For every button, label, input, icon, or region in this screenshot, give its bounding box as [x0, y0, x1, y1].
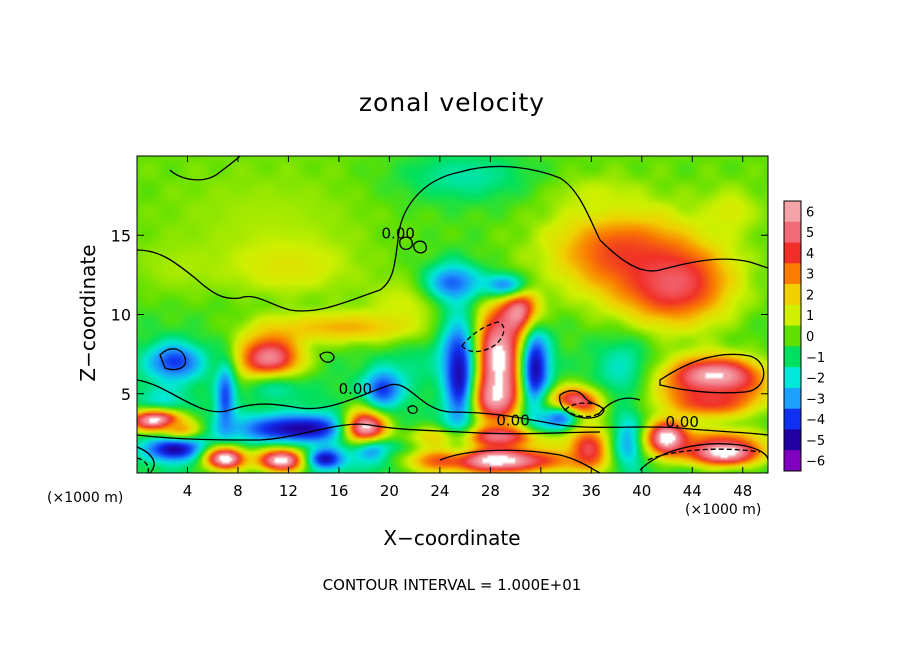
colorbar-label: 1 [806, 309, 814, 324]
contour-label: 0.00 [339, 380, 372, 398]
colorbar: 6 5 4 3 2 1 0 −1 −2 −3 −4 −5 −6 [783, 200, 825, 472]
x-unit-label-left: (×1000 m) [47, 490, 124, 506]
colorbar-swatch [784, 221, 801, 244]
colorbar-swatch [784, 201, 801, 223]
colorbar-label: 0 [806, 330, 814, 345]
colorbar-swatch [784, 408, 801, 430]
contour-bottom-dashed [647, 448, 761, 461]
contour-label: 0.00 [665, 413, 698, 431]
x-tick-label: 4 [183, 482, 193, 500]
x-tick-label: 12 [279, 482, 298, 500]
colorbar-swatch [784, 304, 801, 327]
zero-contour-lower [137, 423, 601, 441]
colorbar-label: −1 [806, 351, 825, 366]
colorbar-swatch [784, 429, 801, 451]
x-axis-label: X−coordinate [383, 526, 521, 550]
colorbar-label: −4 [806, 413, 825, 428]
y-ticks: 5 10 15 [111, 226, 768, 404]
contour-small-loop-3 [407, 405, 418, 415]
x-tick-label: 40 [632, 482, 651, 500]
contour-mid-island [319, 351, 335, 363]
y-tick-label: 10 [111, 306, 131, 325]
x-tick-label: 44 [683, 482, 702, 500]
zero-contour-middle [137, 379, 768, 436]
colorbar-swatch [784, 367, 801, 389]
x-unit-label-right: (×1000 m) [685, 502, 762, 518]
contour-small-loop-1 [399, 236, 413, 251]
contour-right-dashed [563, 402, 604, 418]
colorbar-swatch [784, 263, 801, 285]
x-tick-label: 28 [481, 482, 500, 500]
colorbar-label: 4 [806, 247, 814, 262]
contour-bottom-left [137, 446, 155, 473]
contour-left-blob [159, 348, 187, 371]
colorbar-label: −5 [806, 434, 825, 449]
colorbar-swatch [784, 284, 801, 306]
contour-lines [137, 156, 768, 473]
x-tick-label: 24 [430, 482, 449, 500]
contour-right-blob [659, 353, 765, 394]
contour-label: 0.00 [496, 411, 529, 429]
colorbar-label: 6 [806, 205, 814, 220]
contour-labels: 0.00 0.00 0.00 0.00 [339, 224, 699, 431]
colorbar-frame [783, 200, 802, 472]
colorbar-label: 5 [806, 226, 814, 241]
colorbar-label: −2 [806, 372, 825, 387]
x-tick-label: 32 [531, 482, 550, 500]
colorbar-label: 2 [806, 288, 814, 303]
contour-bottom-left-dashed [137, 457, 150, 473]
chart-title: zonal velocity [358, 88, 546, 117]
contour-lower-center [439, 449, 601, 473]
x-tick-label: 16 [329, 482, 348, 500]
y-tick-label: 5 [121, 385, 131, 404]
colorbar-swatch [784, 325, 801, 347]
colorbar-label: −6 [806, 455, 825, 470]
colorbar-label: 3 [806, 268, 814, 283]
velocity-field [137, 156, 768, 473]
colorbar-swatch [784, 387, 801, 410]
contour-label: 0.00 [382, 224, 415, 242]
x-tick-label: 36 [582, 482, 601, 500]
x-tick-label: 8 [233, 482, 243, 500]
y-tick-label: 15 [111, 226, 131, 245]
colorbar-swatch [784, 450, 801, 472]
colorbar-label: −3 [806, 392, 825, 407]
x-ticks: 4 8 12 16 20 24 28 32 36 40 44 48 [183, 156, 752, 500]
contour-center-dashed [461, 321, 505, 353]
colorbar-swatch [784, 346, 801, 368]
x-tick-label: 20 [380, 482, 399, 500]
x-tick-label: 48 [733, 482, 752, 500]
colorbar-swatch [784, 242, 801, 264]
contour-small-loop-2 [413, 240, 427, 254]
zero-contour-upper [137, 165, 768, 312]
contour-top-left [169, 156, 241, 181]
contour-interval-note: CONTOUR INTERVAL = 1.000E+01 [322, 576, 582, 594]
